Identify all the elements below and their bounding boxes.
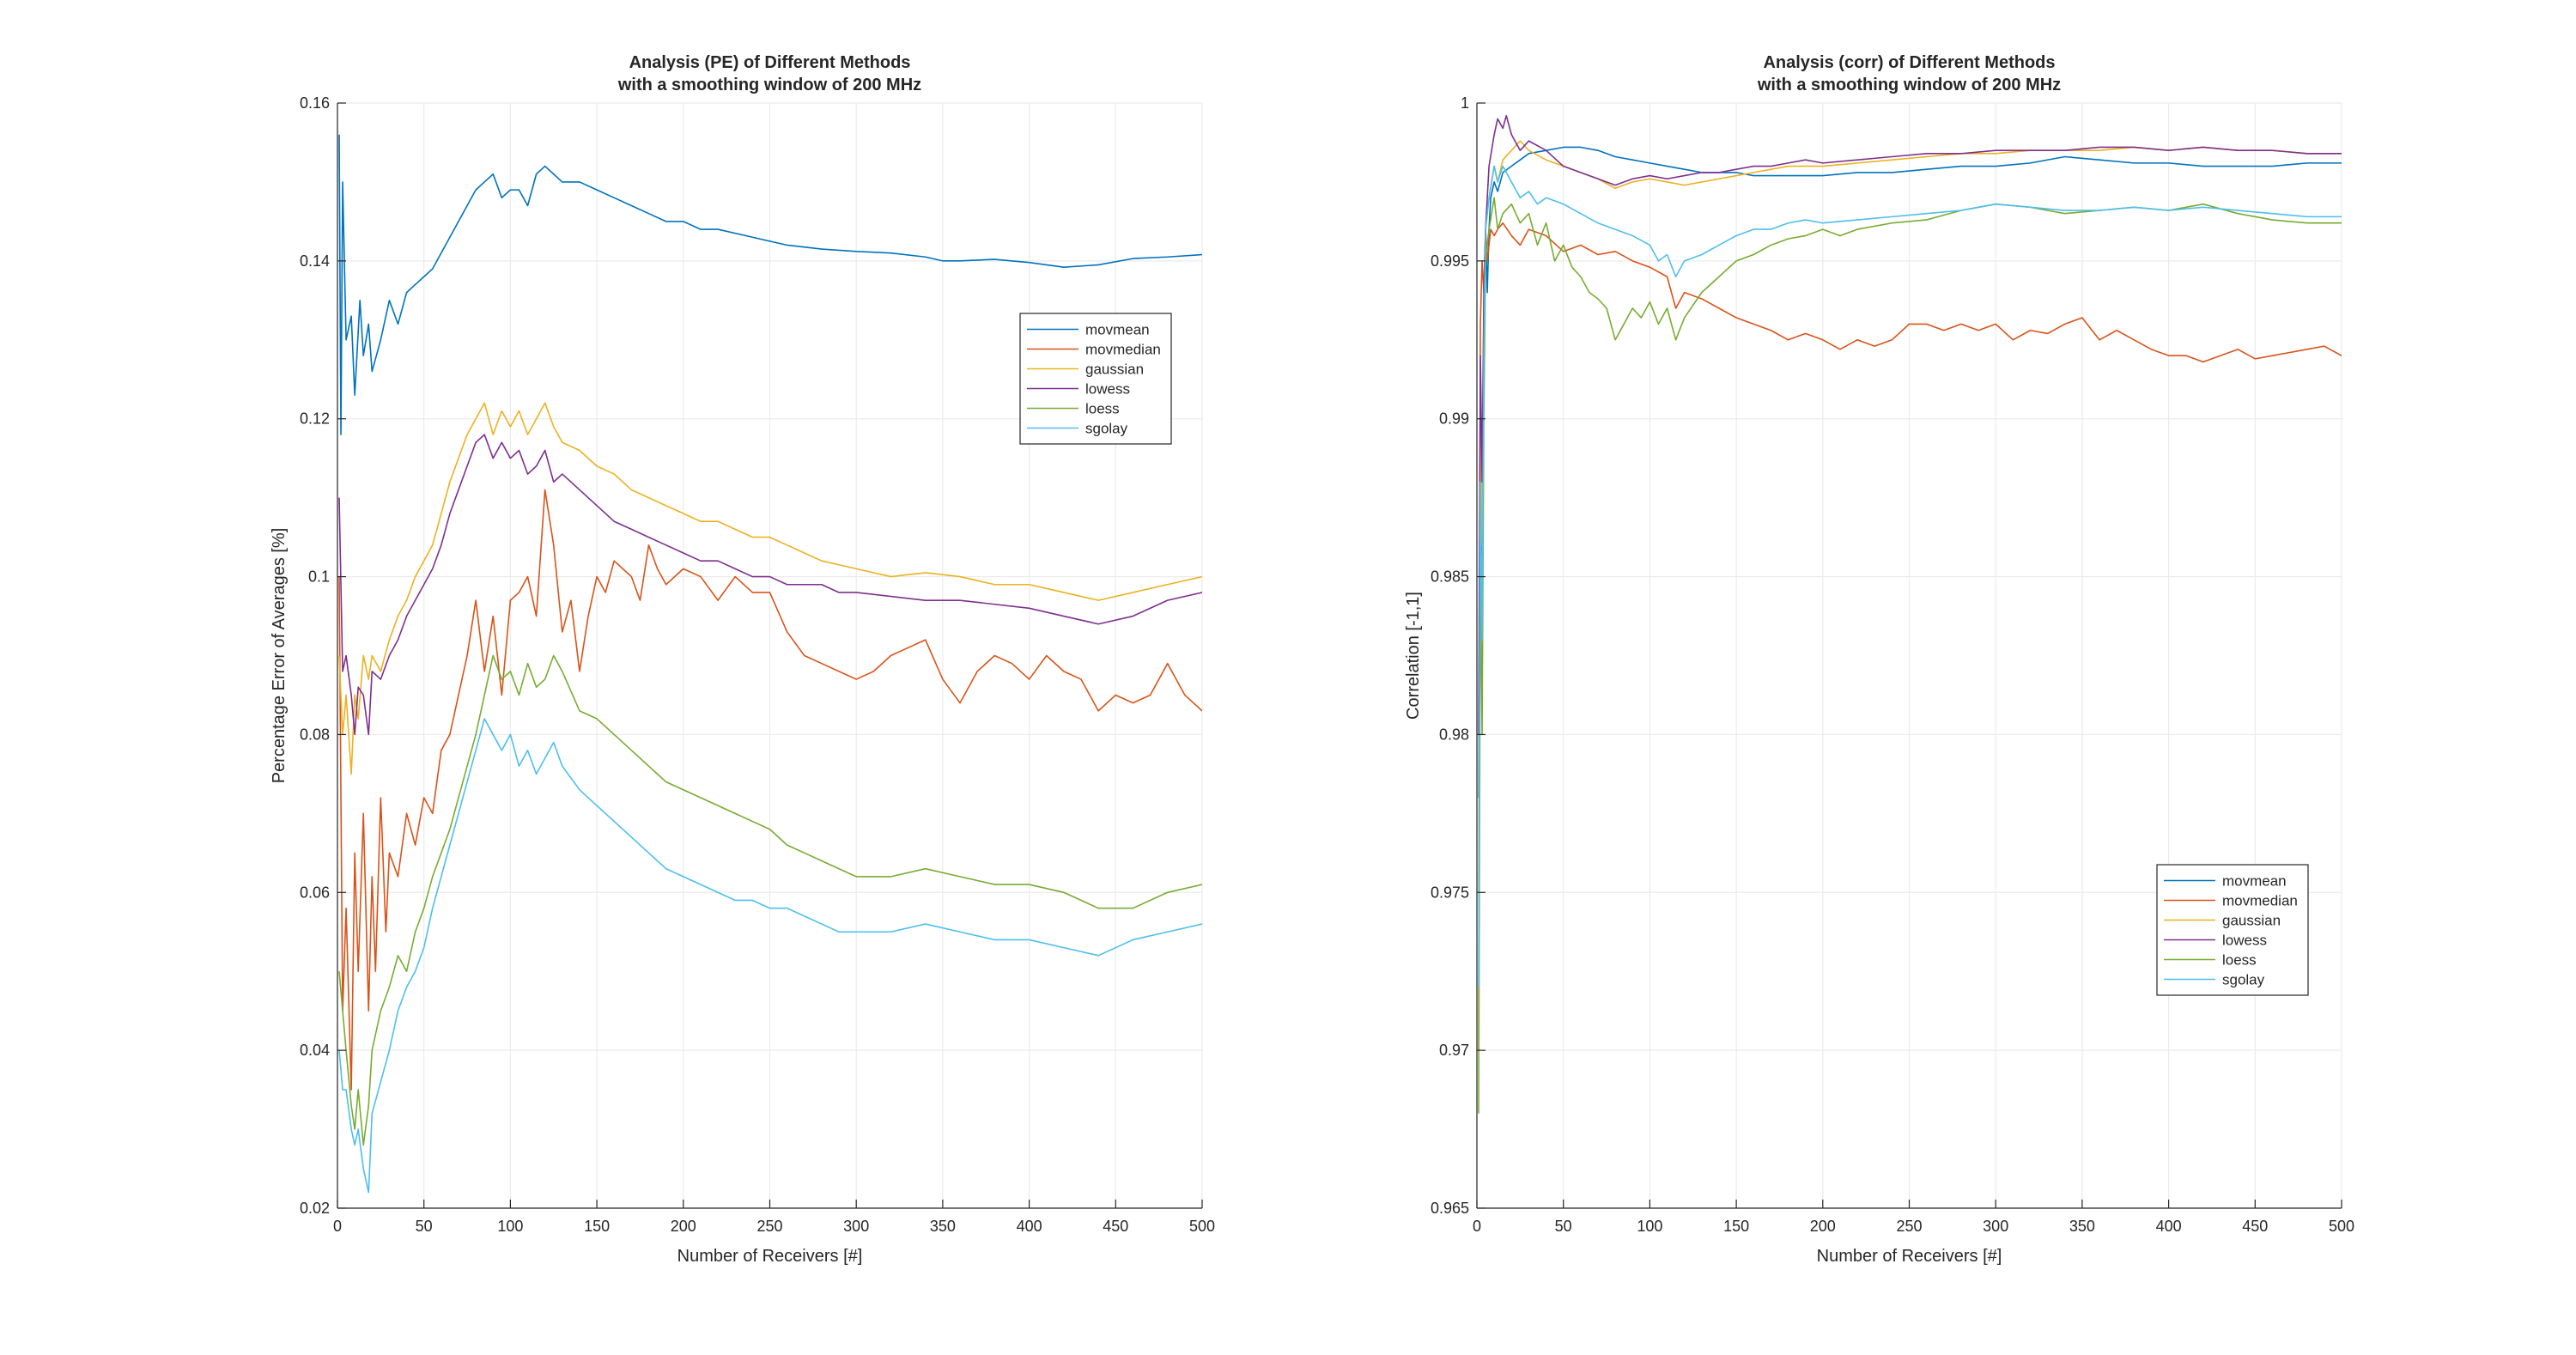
series-group (338, 134, 1202, 1194)
series-line-lowess (338, 434, 1202, 736)
legend: movmean movmedian gaussian lowess loess sgola… (1019, 313, 1172, 445)
x-tick-label: 250 (1896, 1218, 1922, 1235)
legend-label-lowess: lowess (1085, 381, 1130, 398)
x-tick-label: 100 (497, 1218, 523, 1235)
x-axis-label: Number of Receivers [#] (677, 1247, 863, 1266)
legend-label-movmedian: movmedian (1085, 342, 1161, 358)
x-tick-label: 150 (584, 1218, 610, 1235)
legend-label-loess: loess (2222, 952, 2257, 969)
chart-2: 0 50 100 150 200 250 300 350 400 450 500 0.965 0.97 0… (1404, 53, 2354, 1266)
legend-box (1019, 313, 1172, 445)
y-axis-label: Correlation [-1,1] (1404, 592, 1423, 720)
x-tick-label: 400 (2156, 1218, 2182, 1235)
x-tick-label: 300 (843, 1218, 869, 1235)
series-line-sgolay (1478, 165, 2342, 987)
x-tick-label: 50 (416, 1218, 433, 1235)
y-tick-label: 0.975 (1431, 884, 1469, 901)
grid (337, 102, 1203, 1209)
legend-label-movmean: movmean (2222, 873, 2287, 890)
y-tick-label: 0.04 (300, 1042, 330, 1059)
chart-title: Analysis (PE) of Different Methods (629, 53, 911, 72)
x-axis-label: Number of Receivers [#] (1817, 1247, 2002, 1266)
x-tick-label: 400 (1017, 1218, 1042, 1235)
y-tick-label: 0.97 (1439, 1042, 1469, 1059)
y-axis-label: Percentage Error of Averages [%] (270, 528, 289, 784)
series-group (1478, 114, 2342, 1114)
y-tick-label: 0.02 (300, 1200, 330, 1217)
y-tick-label: 0.985 (1431, 568, 1469, 586)
y-tick-label: 0.16 (300, 94, 330, 112)
legend-label-gaussian: gaussian (2222, 913, 2281, 929)
y-tick-label: 1 (1461, 94, 1469, 112)
legend-label-movmedian: movmedian (2222, 893, 2298, 909)
x-tick-label: 50 (1555, 1218, 1572, 1235)
x-tick-label: 0 (1473, 1218, 1481, 1235)
x-tick-label: 500 (1189, 1218, 1215, 1235)
x-tick-label: 450 (2242, 1218, 2268, 1235)
y-tick-label: 0.1 (308, 568, 330, 586)
x-tick-label: 200 (671, 1218, 696, 1235)
legend-label-sgolay: sgolay (1085, 421, 1128, 437)
series-line-gaussian (338, 402, 1202, 775)
y-tick-label: 0.14 (300, 252, 330, 270)
x-tick-label: 250 (756, 1218, 782, 1235)
series-line-movmean (338, 134, 1202, 435)
legend-label-lowess: lowess (2222, 933, 2267, 949)
x-tick-label: 300 (1983, 1218, 2008, 1235)
y-tick-label: 0.99 (1439, 410, 1469, 428)
x-tick-label: 450 (1103, 1218, 1128, 1235)
y-tick-label: 0.12 (300, 410, 330, 428)
legend: movmean movmedian gaussian lowess loess sgola… (2156, 864, 2309, 996)
x-tick-label: 150 (1723, 1218, 1749, 1235)
legend-label-sgolay: sgolay (2222, 972, 2265, 988)
chart-title: Analysis (corr) of Different Methods (1763, 53, 2055, 72)
y-tick-label: 0.08 (300, 726, 330, 743)
y-tick-label: 0.98 (1439, 726, 1469, 743)
series-line-movmedian (1478, 222, 2342, 1051)
series-line-movmedian (338, 489, 1202, 1091)
chart-subtitle: with a smoothing window of 200 MHz (1757, 76, 2061, 94)
x-tick-label: 500 (2329, 1218, 2354, 1235)
legend-label-loess: loess (1085, 401, 1120, 417)
grid (1476, 102, 2342, 1209)
series-line-loess (338, 654, 1202, 1146)
series-line-movmean (1478, 146, 2342, 798)
chart-subtitle: with a smoothing window of 200 MHz (617, 76, 921, 94)
y-tick-label: 0.995 (1431, 252, 1469, 270)
legend-label-movmean: movmean (1085, 322, 1150, 338)
legend-label-gaussian: gaussian (1085, 362, 1144, 378)
x-tick-label: 0 (333, 1218, 342, 1235)
x-tick-label: 350 (2069, 1218, 2095, 1235)
legend-box (2156, 864, 2309, 996)
series-line-lowess (1478, 114, 2342, 735)
x-tick-label: 200 (1810, 1218, 1836, 1235)
y-tick-label: 0.06 (300, 884, 330, 901)
y-tick-label: 0.965 (1431, 1200, 1469, 1217)
x-tick-label: 350 (930, 1218, 956, 1235)
series-line-sgolay (338, 718, 1202, 1194)
x-tick-label: 100 (1637, 1218, 1662, 1235)
chart-1: 0 50 100 150 200 250 300 350 400 450 500 0.02 0.04 0.… (270, 53, 1215, 1266)
